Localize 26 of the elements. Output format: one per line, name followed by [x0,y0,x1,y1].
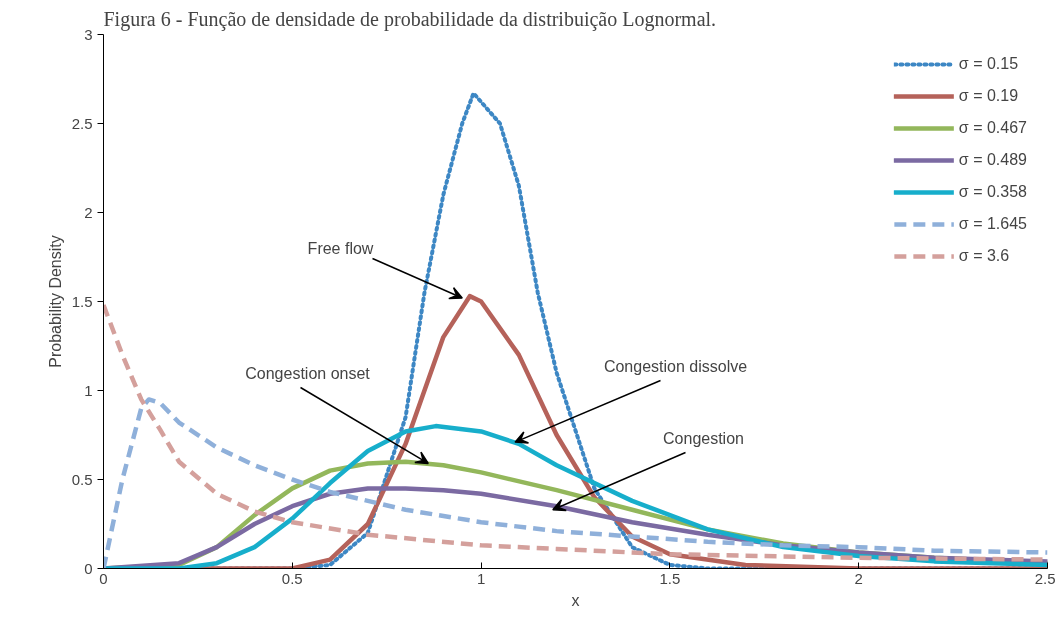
y-tick-label: 2.5 [71,114,93,132]
x-tick-label: 1.5 [659,569,681,587]
legend-label: σ = 0.19 [958,87,1019,105]
y-tick-label: 2 [84,203,93,221]
x-tick-label: 0 [99,569,108,587]
legend-label: σ = 3.6 [958,247,1010,265]
y-axis-title: Probability Density [46,235,64,368]
chart-title: Figura 6 - Função de densidade de probabilidade da distribuição Lognormal. [103,7,717,31]
annotation: Congestion dissolve [603,358,748,375]
x-tick-label: 2 [854,569,863,587]
legend-label: σ = 0.489 [958,151,1027,169]
y-tick-label: 3 [84,25,93,43]
x-tick-label: 2.5 [1034,569,1056,587]
annotation: Congestion onset [245,365,371,382]
annotation: Free flow [307,240,374,257]
x-tick-label: 1 [476,569,486,587]
annotation: Congestion [663,430,744,447]
y-tick-label: 1.5 [71,292,93,310]
x-axis-title: x [571,591,580,609]
legend-label: σ = 0.15 [958,55,1019,73]
legend-label: σ = 1.645 [958,215,1027,233]
legend-label: σ = 0.467 [958,119,1027,137]
y-tick-label: 1 [84,381,93,399]
legend-label: σ = 0.358 [958,183,1027,201]
y-tick-label: 0.5 [71,470,93,488]
x-tick-label: 0.5 [281,569,303,587]
